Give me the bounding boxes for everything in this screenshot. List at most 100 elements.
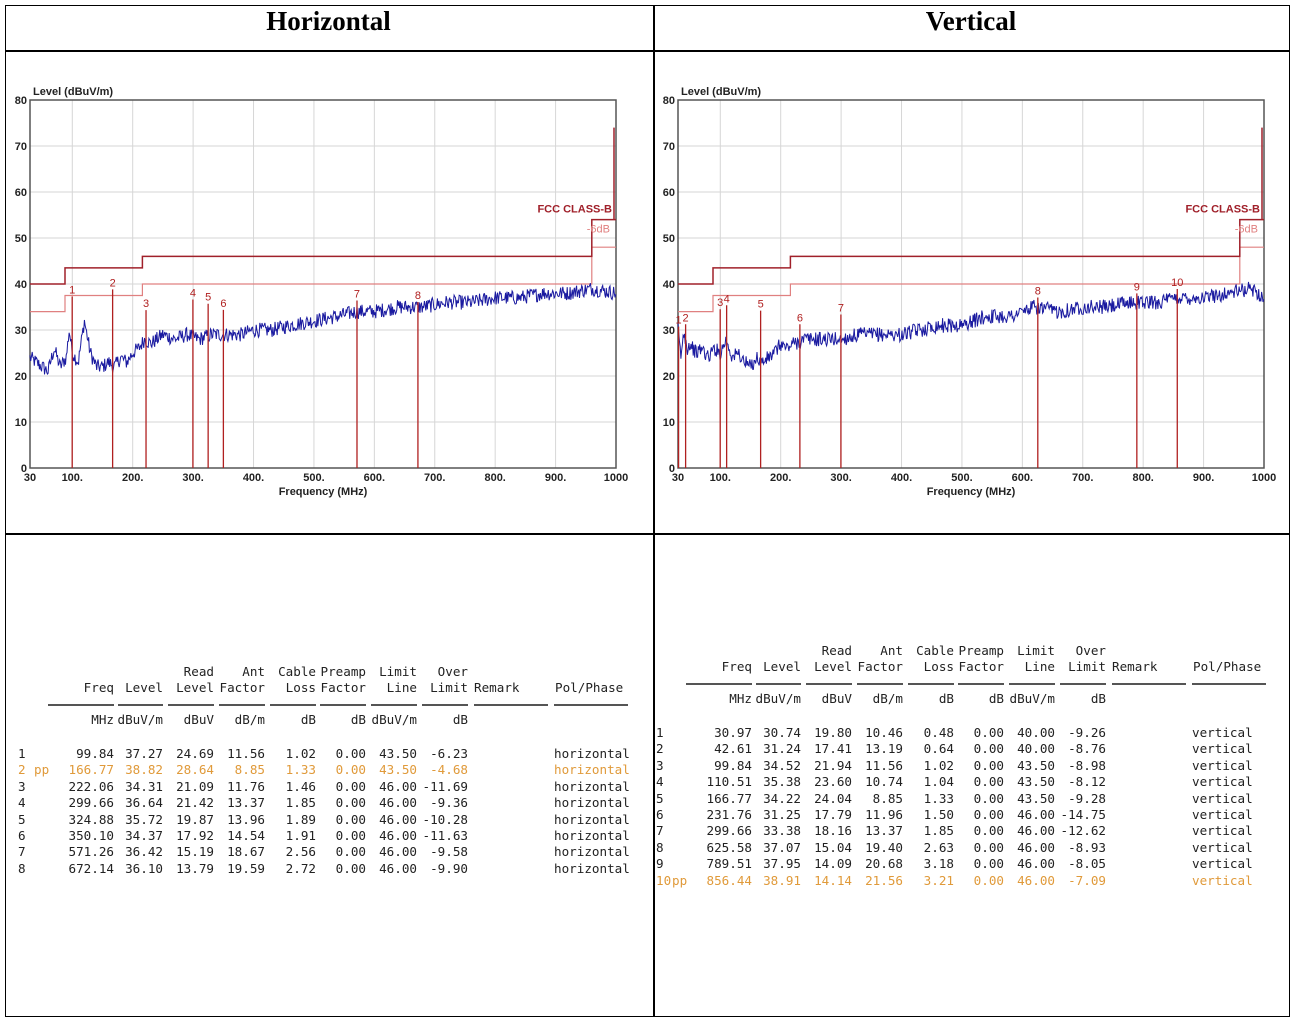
table-cell: 20.68 xyxy=(865,856,903,872)
table-cell: 30.74 xyxy=(763,725,801,740)
row-polarity: horizontal xyxy=(554,844,630,860)
col-unit: dB xyxy=(452,712,468,727)
col-header: Level xyxy=(176,680,214,695)
table-cell: 21.94 xyxy=(814,757,852,773)
x-tick-label: 30 xyxy=(672,472,684,484)
table-cell: 19.80 xyxy=(814,725,852,740)
table-cell: 31.24 xyxy=(763,741,801,757)
col-header: Freq xyxy=(721,659,752,674)
table-cell: 43.50 xyxy=(379,746,417,761)
table-cell: 19.40 xyxy=(865,839,903,855)
table-cell: -8.76 xyxy=(1068,741,1106,757)
row-id: 7 xyxy=(656,823,664,839)
x-tick-label: 1000 xyxy=(1252,472,1276,484)
x-tick-label: 800. xyxy=(484,472,505,484)
table-cell: 34.52 xyxy=(763,757,801,773)
col-header: Loss xyxy=(923,659,954,674)
table-cell: 0.00 xyxy=(973,757,1004,773)
table-cell: 38.82 xyxy=(125,762,163,778)
table-cell: 15.19 xyxy=(176,844,214,860)
col-header-top: Preamp xyxy=(320,664,367,679)
x-tick-label: 500. xyxy=(951,472,972,484)
table-cell: 1.50 xyxy=(923,807,954,822)
row-polarity: vertical xyxy=(1192,790,1253,806)
table-cell: 0.00 xyxy=(335,762,366,778)
col-unit: dB/m xyxy=(234,712,265,727)
table-cell: 0.64 xyxy=(923,741,954,757)
table-cell: 1.91 xyxy=(285,828,316,843)
table-cell: 1.02 xyxy=(285,746,316,761)
y-tick-label: 10 xyxy=(15,417,27,429)
row-id: 1 xyxy=(656,725,664,740)
marker-label-9: 9 xyxy=(1134,281,1140,293)
table-cell: 8.85 xyxy=(234,762,265,778)
table-cell: -11.69 xyxy=(422,778,469,794)
table-cell: 0.48 xyxy=(923,725,954,740)
header-rule xyxy=(422,704,468,706)
row-polarity: vertical xyxy=(1192,807,1253,822)
table-cell: 18.67 xyxy=(227,844,265,860)
table-cell: 35.72 xyxy=(125,811,163,827)
table-cell: 21.42 xyxy=(176,795,214,811)
marker-label-10: 10 xyxy=(1171,277,1183,289)
col-header: Level xyxy=(814,659,852,674)
row-polarity: horizontal xyxy=(554,811,630,827)
table-cell: 46.00 xyxy=(1017,872,1055,888)
x-tick-label: 400. xyxy=(891,472,912,484)
table-cell: 34.22 xyxy=(763,790,801,806)
table-cell: 13.96 xyxy=(227,811,265,827)
x-tick-label: 900. xyxy=(1193,472,1214,484)
row-polarity: vertical xyxy=(1192,839,1253,855)
header-rule xyxy=(219,704,265,706)
table-cell: 0.00 xyxy=(973,807,1004,822)
table-cell: -9.90 xyxy=(430,860,468,876)
table-cell: -9.58 xyxy=(430,844,468,860)
table-cell: 1.85 xyxy=(923,823,954,839)
col-header-top: Read xyxy=(821,643,852,658)
x-tick-label: 700. xyxy=(1072,472,1093,484)
y-tick-label: 70 xyxy=(663,141,675,153)
col-unit: MHz xyxy=(91,712,114,727)
header-vertical: Vertical xyxy=(925,6,1017,36)
col-unit: dB/m xyxy=(872,691,903,706)
marker-label-2: 2 xyxy=(110,277,116,289)
table-cell: -8.05 xyxy=(1068,856,1106,872)
table-cell: 34.31 xyxy=(125,778,163,794)
table-cell: 0.00 xyxy=(973,725,1004,740)
col-header-top: Cable xyxy=(278,664,316,679)
y-tick-label: 60 xyxy=(15,187,27,199)
row-id: 5 xyxy=(656,790,664,806)
table-cell: 46.00 xyxy=(1017,856,1055,872)
table-cell: 672.14 xyxy=(68,860,115,876)
table-cell: 0.00 xyxy=(973,774,1004,790)
horizontal-emission-chart: 0 10 20 30 40 50 60 70 80 30 100. 200. 300. 400. 500. 6… xyxy=(15,86,628,498)
row-polarity: horizontal xyxy=(554,762,630,778)
row-id: 7 xyxy=(18,844,26,860)
col-unit: dB xyxy=(300,712,316,727)
col-header: Line xyxy=(1024,659,1055,674)
x-tick-label: 400. xyxy=(243,472,264,484)
col-unit: dB xyxy=(1090,691,1106,706)
marker-label-1: 1 xyxy=(676,315,682,327)
row-polarity: vertical xyxy=(1192,725,1253,740)
y-tick-label: 0 xyxy=(21,463,27,475)
row-id: 2 xyxy=(18,762,26,778)
header-horizontal: Horizontal xyxy=(266,6,391,36)
col-header: Freq xyxy=(83,680,114,695)
row-polarity: vertical xyxy=(1192,741,1253,757)
marker-label-5: 5 xyxy=(205,292,211,304)
table-cell: -9.26 xyxy=(1068,725,1106,740)
table-cell: 46.00 xyxy=(379,844,417,860)
col-unit: dBuV xyxy=(821,691,852,706)
x-tick-label: 600. xyxy=(364,472,385,484)
x-tick-label: 300. xyxy=(830,472,851,484)
table-cell: 37.07 xyxy=(763,839,801,855)
table-cell: 99.84 xyxy=(714,757,752,773)
row-polarity: vertical xyxy=(1192,774,1253,790)
emission-trace xyxy=(29,283,617,376)
table-cell: 1.04 xyxy=(923,774,954,790)
marker-label-6: 6 xyxy=(220,298,226,310)
table-cell: 0.00 xyxy=(335,828,366,843)
table-cell: 231.76 xyxy=(706,807,753,822)
table-cell: 38.91 xyxy=(763,872,801,888)
